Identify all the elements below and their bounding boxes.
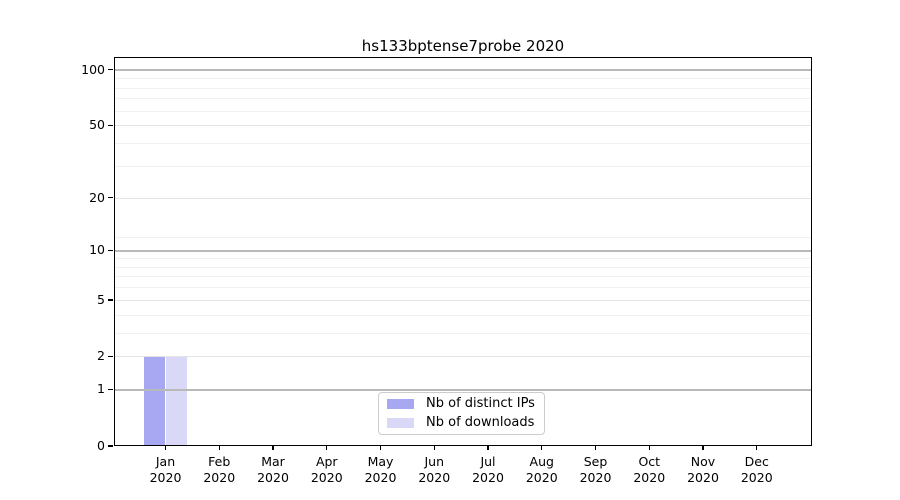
- x-tick-mark-5: [379, 445, 382, 450]
- x-tick-label-6: Jun 2020: [402, 454, 466, 485]
- minor-gridline-3: [114, 332, 812, 334]
- x-tick-label-line: Sep: [583, 454, 608, 469]
- x-tick-mark-3: [272, 445, 274, 450]
- x-tick-label-line: Dec: [744, 454, 769, 469]
- x-tick-label-line: May: [367, 454, 394, 469]
- minor-gridline-12: [114, 236, 812, 238]
- major-gridline-5: [114, 299, 812, 301]
- x-tick-label-7: Jul 2020: [456, 454, 520, 485]
- x-tick-label-3: Mar 2020: [241, 454, 305, 485]
- y-tick-label-20: 20: [89, 189, 105, 205]
- x-tick-mark-6: [433, 445, 435, 450]
- y-tick-mark-2: [108, 355, 113, 358]
- x-tick-mark-10: [648, 445, 650, 450]
- minor-gridline-8: [114, 266, 812, 268]
- x-tick-label-line: Jan: [155, 454, 176, 469]
- x-tick-label-line: Jul: [480, 454, 496, 469]
- legend-item: Nb of downloads: [387, 416, 536, 430]
- legend-item: Nb of distinct IPs: [387, 397, 536, 411]
- x-tick-label-11: Nov 2020: [671, 454, 735, 485]
- x-tick-mark-11: [702, 445, 704, 450]
- x-tick-label-line: 2020: [525, 469, 558, 485]
- x-tick-label-line: 2020: [633, 469, 666, 485]
- x-tick-mark-1: [164, 445, 167, 450]
- x-tick-label-5: May 2020: [349, 454, 413, 485]
- bar-nb-of-distinct-ips-jan-2020: [144, 356, 166, 446]
- x-tick-label-line: 2020: [579, 469, 612, 485]
- x-tick-label-10: Oct 2020: [617, 454, 681, 485]
- y-tick-label-0: 0: [97, 438, 105, 453]
- y-tick-mark-0: [108, 445, 113, 447]
- y-tick-label-50: 50: [89, 117, 105, 133]
- chart-title: hs133bptense7probe 2020: [361, 37, 565, 55]
- y-tick-label-2: 2: [97, 348, 105, 364]
- y-tick-mark-1: [108, 388, 113, 391]
- legend-swatch-icon: [387, 399, 414, 409]
- y-tick-mark-20: [108, 197, 113, 199]
- x-tick-label-line: 2020: [257, 469, 289, 485]
- x-tick-mark-8: [541, 445, 543, 450]
- y-tick-label-5: 5: [97, 291, 105, 307]
- x-tick-label-line: Nov: [690, 454, 716, 469]
- x-tick-mark-7: [487, 445, 489, 450]
- legend-label: Nb of distinct IPs: [426, 396, 535, 411]
- y-tick-label-10: 10: [89, 242, 105, 258]
- minor-gridline-60: [114, 110, 812, 112]
- x-tick-label-12: Dec 2020: [725, 454, 789, 485]
- minor-gridline-70: [114, 98, 812, 100]
- x-tick-mark-12: [756, 445, 758, 450]
- x-tick-label-line: Feb: [208, 454, 231, 469]
- y-tick-mark-5: [108, 299, 113, 301]
- x-tick-label-line: Aug: [529, 454, 554, 469]
- emphasis-gridline-10: [114, 250, 812, 252]
- y-tick-label-100: 100: [81, 61, 105, 77]
- y-tick-mark-100: [108, 68, 113, 71]
- x-tick-label-line: Mar: [261, 454, 285, 469]
- major-gridline-20: [114, 197, 812, 199]
- y-tick-label-1: 1: [97, 381, 105, 397]
- x-tick-label-line: 2020: [740, 469, 773, 485]
- minor-gridline-40: [114, 143, 812, 145]
- y-tick-mark-10: [108, 249, 113, 252]
- emphasis-gridline-1: [114, 389, 812, 391]
- legend-swatch-icon: [387, 418, 414, 428]
- minor-gridline-9: [114, 258, 812, 260]
- minor-gridline-7: [114, 276, 812, 278]
- x-tick-mark-9: [594, 445, 597, 450]
- minor-gridline-80: [114, 87, 812, 89]
- plot-area: [114, 57, 812, 446]
- minor-gridline-30: [114, 165, 812, 167]
- x-tick-label-1: Jan 2020: [134, 454, 198, 485]
- minor-gridline-90: [114, 78, 812, 80]
- x-tick-mark-2: [218, 445, 220, 450]
- emphasis-gridline-100: [114, 69, 812, 71]
- legend-label: Nb of downloads: [426, 415, 535, 430]
- x-tick-label-line: Jun: [424, 454, 445, 469]
- minor-gridline-4: [114, 314, 812, 316]
- x-tick-label-line: 2020: [418, 469, 451, 485]
- x-tick-label-4: Apr 2020: [295, 454, 359, 485]
- y-tick-mark-50: [108, 124, 113, 127]
- x-tick-label-line: 2020: [310, 469, 343, 485]
- x-tick-label-line: 2020: [149, 469, 182, 485]
- x-tick-label-8: Aug 2020: [510, 454, 574, 485]
- minor-gridline-6: [114, 287, 812, 289]
- x-tick-label-line: 2020: [364, 469, 397, 485]
- x-tick-label-line: 2020: [203, 469, 236, 485]
- bar-nb-of-downloads-jan-2020: [165, 356, 187, 446]
- x-tick-mark-4: [326, 445, 328, 450]
- legend: Nb of distinct IPs Nb of downloads: [378, 392, 545, 435]
- x-tick-label-9: Sep 2020: [564, 454, 628, 485]
- major-gridline-2: [114, 356, 812, 358]
- x-tick-label-line: Oct: [638, 454, 661, 469]
- x-tick-label-line: 2020: [472, 469, 504, 485]
- x-tick-label-2: Feb 2020: [187, 454, 251, 485]
- x-tick-label-line: Apr: [315, 454, 338, 469]
- x-tick-label-line: 2020: [687, 469, 719, 485]
- major-gridline-50: [114, 125, 812, 127]
